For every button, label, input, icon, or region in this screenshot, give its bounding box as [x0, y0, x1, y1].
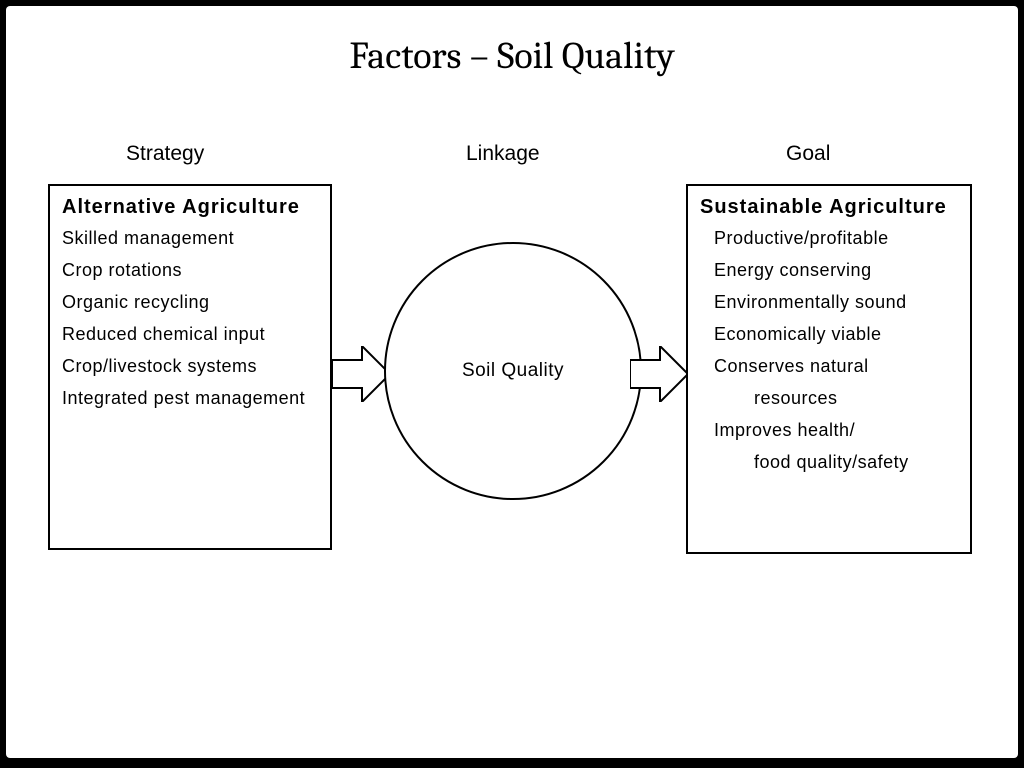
- goal-item: Improves health/: [714, 421, 958, 439]
- strategy-item: Skilled management: [62, 229, 318, 247]
- arrow-right-icon: [630, 346, 690, 402]
- goal-box: Sustainable Agriculture Productive/profi…: [686, 184, 972, 554]
- label-strategy: Strategy: [126, 142, 204, 166]
- slide-container: Factors – Soil Quality Strategy Linkage …: [6, 6, 1018, 758]
- label-linkage: Linkage: [466, 142, 540, 166]
- goal-item: Energy conserving: [714, 261, 958, 279]
- linkage-circle: Soil Quality: [384, 242, 642, 500]
- goal-item: Conserves natural: [714, 357, 958, 375]
- goal-box-title: Sustainable Agriculture: [700, 196, 958, 219]
- goal-item: Environmentally sound: [714, 293, 958, 311]
- strategy-item: Crop/livestock systems: [62, 357, 318, 375]
- strategy-item: Reduced chemical input: [62, 325, 318, 343]
- label-goal: Goal: [786, 142, 830, 166]
- strategy-box: Alternative Agriculture Skilled manageme…: [48, 184, 332, 550]
- strategy-box-title: Alternative Agriculture: [62, 196, 318, 219]
- slide-title: Factors – Soil Quality: [6, 34, 1018, 78]
- circle-label: Soil Quality: [462, 360, 564, 382]
- strategy-item: Integrated pest management: [62, 389, 318, 407]
- strategy-item: Crop rotations: [62, 261, 318, 279]
- arrow-left-icon: [332, 346, 392, 402]
- strategy-item: Organic recycling: [62, 293, 318, 311]
- goal-item: Productive/profitable: [714, 229, 958, 247]
- goal-item: resources: [714, 389, 958, 407]
- goal-item: food quality/safety: [714, 453, 958, 471]
- goal-item: Economically viable: [714, 325, 958, 343]
